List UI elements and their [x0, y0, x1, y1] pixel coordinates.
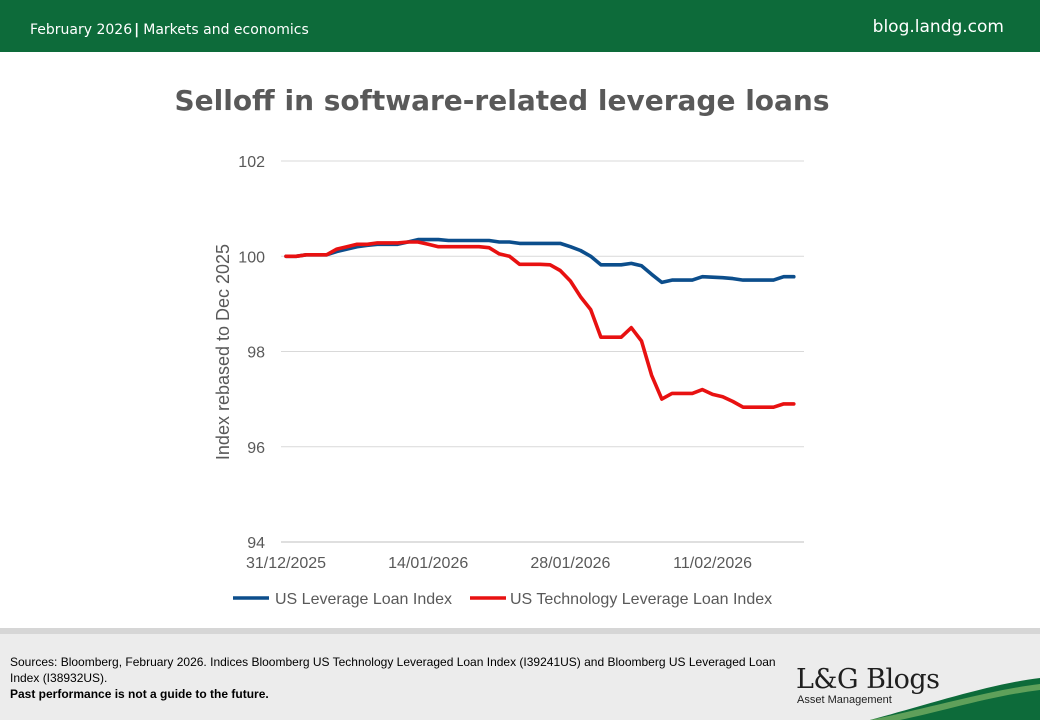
series-line-2 — [284, 240, 796, 409]
y-tick-label: 100 — [238, 249, 265, 266]
brand-tagline: Asset Management — [797, 694, 892, 706]
header-bar: February 2026 | Markets and economics blog… — [0, 0, 1040, 52]
x-tick-label: 14/01/2026 — [388, 555, 468, 572]
gridlines — [281, 160, 804, 543]
x-tick-label: 28/01/2026 — [530, 555, 610, 572]
y-tick-label: 98 — [247, 345, 265, 362]
brand-swoosh-graphic — [870, 678, 1040, 720]
chart-title: Selloff in software-related leverage loa… — [174, 84, 830, 117]
sources-note: Sources: Bloomberg, February 2026. Indic… — [10, 655, 776, 685]
y-tick-labels: 94 96 98 100 102 — [238, 154, 265, 552]
y-axis-label: Index rebased to Dec 2025 — [213, 244, 233, 460]
footer: Sources: Bloomberg, February 2026. Indic… — [0, 628, 1040, 720]
site-link[interactable]: blog.landg.com — [872, 17, 1004, 37]
legend-label-1: US Leverage Loan Index — [275, 591, 452, 608]
x-tick-label: 31/12/2025 — [246, 555, 326, 572]
header-category[interactable]: Markets and economics — [143, 22, 309, 38]
header-meta: February 2026 | Markets and economics — [30, 22, 309, 38]
y-tick-label: 96 — [247, 440, 265, 457]
x-tick-label: 11/02/2026 — [673, 555, 752, 572]
y-tick-label: 94 — [247, 535, 265, 552]
legend: US Leverage Loan Index US Technology Leve… — [233, 591, 772, 608]
brand-logo-text[interactable]: L&G Blogs — [796, 664, 940, 695]
y-tick-label: 102 — [238, 154, 265, 171]
x-tick-labels: 31/12/2025 14/01/2026 28/01/2026 11/02/2026 — [246, 555, 752, 572]
header-separator: | — [134, 22, 140, 38]
series-lines — [284, 237, 796, 409]
header-date: February 2026 — [30, 22, 133, 38]
disclaimer: Past performance is not a guide to the f… — [10, 687, 269, 701]
line-chart: 94 96 98 100 102 31/12/2025 14/01/2026 28/01/2… — [213, 154, 804, 608]
series-line-1 — [284, 237, 796, 285]
legend-label-2: US Technology Leverage Loan Index — [510, 591, 772, 608]
